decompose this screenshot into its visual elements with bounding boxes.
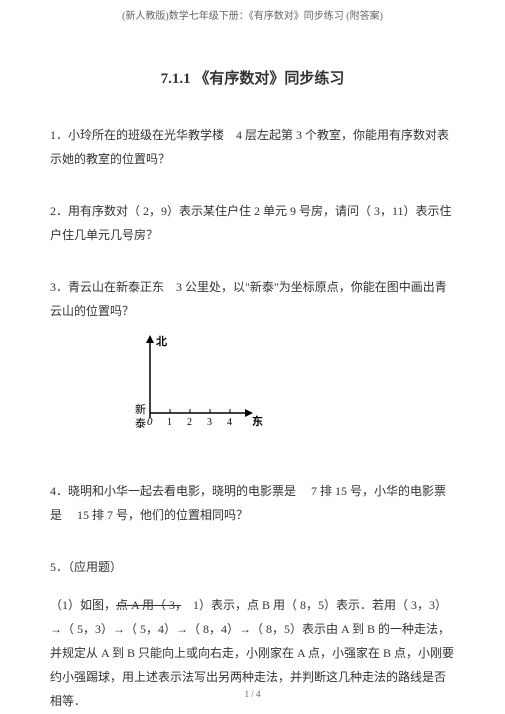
page-header: (新人教版)数学七年级下册：《有序数对》同步练习 (附答案) — [50, 8, 455, 26]
problem-5-header: 5．（应用题） — [50, 555, 455, 579]
p5-part1: （1）如图， — [50, 598, 116, 612]
origin-zero: 0 — [147, 416, 153, 428]
page-title: 7.1.1 《有序数对》同步练习 — [50, 66, 455, 93]
origin-label-1: 新 — [135, 402, 146, 416]
tick-4: 4 — [227, 417, 232, 428]
north-label: 北 — [156, 334, 167, 348]
problem-4: 4．晓明和小华一起去看电影，晓明的电影票是 7 排 15 号，小华的电影票是 1… — [50, 479, 455, 527]
origin-label-2: 泰 — [135, 416, 146, 430]
tick-3: 3 — [207, 417, 212, 428]
coordinate-chart: 北 东 新 泰 0 1 2 3 4 — [110, 333, 455, 451]
p5-strike: 点 A 用（ 3， — [116, 598, 181, 612]
problem-1: 1．小玲所在的班级在光华教学楼 4 层左起第 3 个教室，你能用有序数对表示她的… — [50, 123, 455, 171]
tick-2: 2 — [187, 417, 192, 428]
problem-2: 2．用有序数对（ 2，9）表示某住户住 2 单元 9 号房，请问（ 3，11）表… — [50, 199, 455, 247]
page-footnote: 1 / 4 — [0, 686, 505, 702]
problem-3-text: 3．青云山在新泰正东 3 公里处，以"新泰"为坐标原点，你能在图中画出青云山的位… — [50, 280, 447, 318]
axis-svg: 北 东 新 泰 0 1 2 3 4 — [110, 333, 270, 443]
problem-3: 3．青云山在新泰正东 3 公里处，以"新泰"为坐标原点，你能在图中画出青云山的位… — [50, 275, 455, 451]
tick-1: 1 — [167, 417, 172, 428]
east-label: 东 — [252, 414, 263, 428]
